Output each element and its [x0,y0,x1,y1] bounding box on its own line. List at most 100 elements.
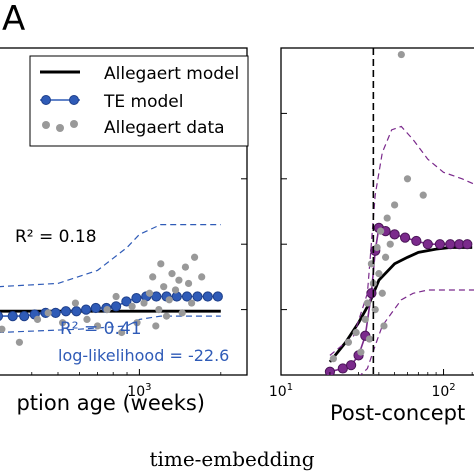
left-te-model-marker [7,311,18,322]
right-grey-data-point [419,191,427,199]
left-allegaert-data-point [188,299,196,307]
left-allegaert-data-point [162,312,171,320]
right-purple-model-marker [434,239,446,250]
right-purple-model-marker [462,239,473,250]
legend-label-te-model: TE model [103,92,183,112]
right-panel: 101 102 Post-concept [269,47,474,425]
left-allegaert-data-point [103,306,111,314]
right-grey-data-point [380,322,388,330]
right-grey-data-point [344,338,353,346]
left-te-model-marker [90,302,101,314]
left-allegaert-data-point [44,309,52,317]
left-allegaert-data-point [15,338,24,346]
right-purple-model-marker [389,229,400,240]
right-grey-data-point [352,328,360,337]
left-te-model-marker [0,311,4,321]
left-te-model-marker [19,311,30,322]
left-allegaert-data-point [160,283,168,291]
right-grey-data-point [386,240,394,248]
left-te-model-marker [50,307,61,318]
legend-label-allegaert-model: Allegaert model [104,64,239,84]
left-allegaert-data-point [118,328,126,337]
right-grey-data-point [373,243,381,252]
left-allegaert-data-point [157,260,165,268]
left-te-model-marker [71,306,82,317]
right-grey-data-point [397,50,405,59]
left-te-model-marker [151,291,162,302]
left-allegaert-data-point [58,319,67,327]
r2-blue-annotation: R² = 0.41 [60,319,142,339]
left-allegaert-data-point [0,325,6,333]
right-purple-model-marker [324,366,336,375]
left-allegaert-data-point [198,273,206,281]
right-purple-bound-lower-line [359,289,474,375]
legend-box [29,55,249,147]
left-allegaert-data-point [128,302,136,310]
legend-label-allegaert-data: Allegaert data [104,118,225,138]
right-x-tick-label: 101 [269,382,293,400]
left-allegaert-data-point [145,289,154,297]
left-allegaert-data-point [83,315,91,324]
left-te-model-marker [212,291,223,302]
left-allegaert-data-point [181,263,190,271]
left-panel: 103 ption age (weeks) R² = 0.18 R² = 0.4… [0,47,249,415]
right-grey-data-point [403,175,412,183]
right-black-model-line [328,246,473,363]
left-allegaert-data-point [155,306,163,314]
left-te-model-marker [192,291,203,302]
left-allegaert-data-point [33,315,42,324]
right-grey-data-point [363,299,371,307]
right-x-tick-label: 102 [431,382,455,400]
right-grey-data-point [365,335,374,343]
left-te-model-marker [121,296,132,307]
legend-marker-te-model-2 [69,95,79,105]
left-allegaert-data-point [152,322,160,330]
right-axes-frame [280,47,474,376]
left-te-bound-upper-line [0,224,221,288]
right-grey-data-point [377,227,385,235]
left-te-model-marker [202,291,213,302]
left-allegaert-data-point [165,296,173,304]
left-te-model-marker [60,306,72,317]
loglik-annotation: log-likelihood = -22.6 [58,346,229,365]
right-grey-data-point [378,289,386,297]
left-allegaert-data-point [149,273,157,281]
left-allegaert-data-point [168,270,176,278]
right-purple-model-marker [399,232,411,243]
left-allegaert-data-point [112,292,120,301]
left-allegaert-data-point [71,299,80,307]
right-grey-data-point [383,214,391,222]
legend-marker-data-2 [56,124,64,132]
right-grey-data-point [391,201,399,209]
legend-marker-data-1 [42,121,50,129]
right-x-axis-label: Post-concept [330,401,465,425]
right-purple-model-marker [445,239,456,250]
right-grey-data-point [357,348,365,356]
legend-marker-te-model-1 [41,95,51,105]
left-te-bound-lower-line [0,315,221,334]
left-allegaert-data-point [178,309,186,317]
panel-letter: A [2,0,25,39]
right-grey-data-point [361,315,369,324]
right-purple-model-marker [346,360,357,371]
left-te-model-marker [131,293,142,304]
left-allegaert-data-point [140,299,148,307]
right-purple-model-line [329,226,468,373]
left-allegaert-data-point [184,279,193,288]
left-axes-frame [0,47,248,376]
legend: Allegaert model TE model Allegaert data [29,55,249,147]
left-allegaert-data-point [171,286,180,294]
left-allegaert-data-point [133,319,141,327]
left-te-model-marker [181,291,193,302]
right-purple-model-marker [422,239,433,250]
left-allegaert-data-point [190,253,199,261]
right-purple-model-marker [366,288,377,299]
legend-marker-data-3 [70,120,78,128]
right-plot-area [324,48,474,375]
right-grey-data-point [329,355,337,363]
left-allegaert-data-point [93,322,102,330]
right-purple-model-marker [411,235,422,247]
right-grey-data-point [381,253,390,261]
r2-black-annotation: R² = 0.18 [15,227,97,247]
